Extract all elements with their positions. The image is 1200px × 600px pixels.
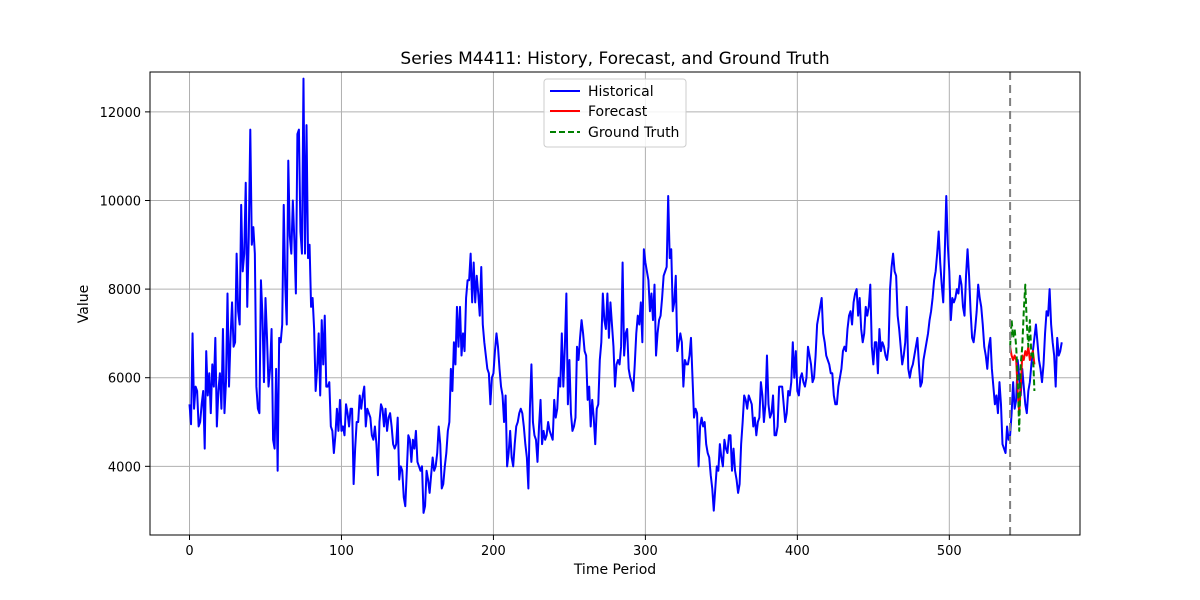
y-tick-label: 10000 xyxy=(100,194,141,209)
chart-title: Series M4411: History, Forecast, and Gro… xyxy=(400,49,829,69)
y-tick-label: 4000 xyxy=(108,460,141,475)
axis-ticks: 0 100 200 300 400 500 4000 6000 8000 10000 12000 xyxy=(100,106,962,559)
legend-box xyxy=(543,78,687,148)
x-axis-title: Time Period xyxy=(573,562,656,578)
x-tick-label: 100 xyxy=(329,544,354,559)
legend-label-forecast: Forecast xyxy=(588,104,648,120)
plot-frame xyxy=(149,71,1081,536)
series-line-ground-truth xyxy=(1009,283,1036,432)
x-tick-label: 200 xyxy=(481,544,506,559)
y-tick-label: 8000 xyxy=(108,283,141,298)
legend-label-historical: Historical xyxy=(588,84,654,100)
legend-label-ground-truth: Ground Truth xyxy=(588,125,679,141)
series-lines xyxy=(188,77,1063,514)
x-tick-label: 500 xyxy=(937,544,962,559)
x-tick-label: 400 xyxy=(785,544,810,559)
y-tick-label: 12000 xyxy=(100,106,141,121)
x-tick-label: 0 xyxy=(185,544,193,559)
x-tick-label: 300 xyxy=(633,544,658,559)
y-tick-label: 6000 xyxy=(108,372,141,387)
y-axis-title: Value xyxy=(76,285,92,323)
series-line-historical xyxy=(188,77,1063,514)
legend: Historical Forecast Ground Truth xyxy=(543,78,687,148)
